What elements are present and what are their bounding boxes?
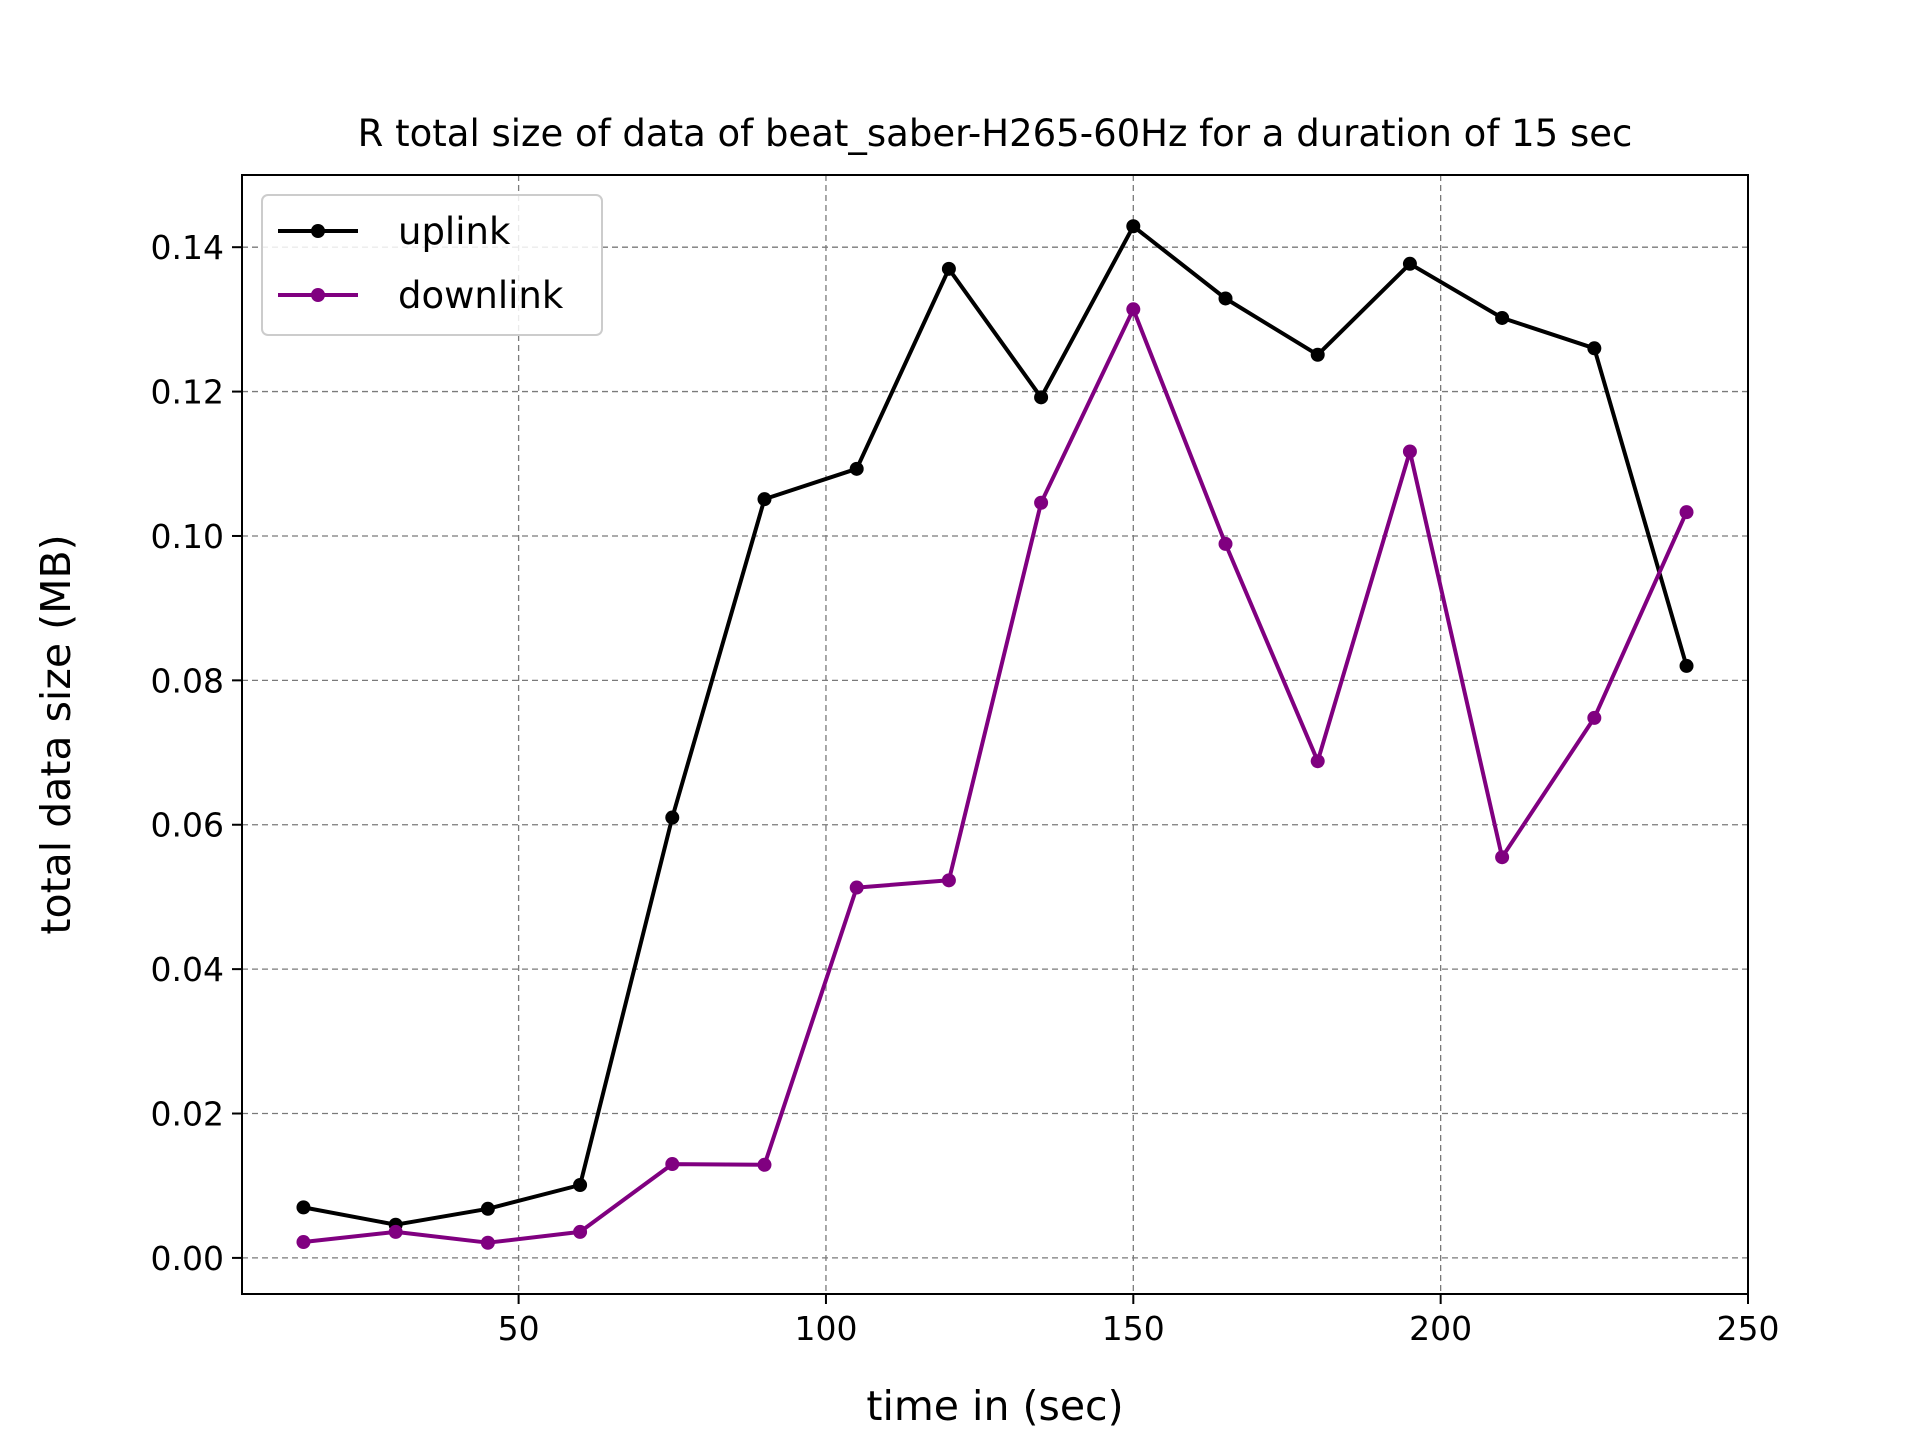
y-tick-label: 0.10 [151,517,224,556]
data-point-uplink [1126,219,1141,234]
y-tick-label: 0.14 [151,228,224,267]
y-axis-label: total data size (MB) [32,534,80,934]
grid-lines [242,175,1749,1294]
legend-item-downlink: downlink [278,274,564,317]
data-point-downlink [1126,302,1141,317]
data-point-downlink [1587,710,1602,725]
y-tick-label: 0.04 [151,950,224,989]
data-point-uplink [296,1200,311,1215]
data-point-uplink [1402,256,1417,271]
data-point-uplink [665,810,680,825]
series-downlink [296,302,1694,1250]
data-point-uplink [941,261,956,276]
data-point-downlink [573,1224,588,1239]
data-point-uplink [1495,310,1510,325]
data-point-uplink [480,1201,495,1216]
data-point-downlink [480,1235,495,1250]
data-point-downlink [388,1224,403,1239]
x-tick-label: 100 [794,1309,857,1348]
x-tick-label: 200 [1409,1309,1472,1348]
chart-title: R total size of data of beat_saber-H265-… [358,112,1633,155]
x-tick-label: 50 [498,1309,540,1348]
plot-area-frame [241,174,1749,1295]
data-point-uplink [1218,291,1233,306]
data-point-uplink [1310,347,1325,362]
x-axis-label: time in (sec) [866,1382,1123,1430]
legend-label: uplink [398,210,511,253]
series-uplink [296,219,1694,1232]
data-point-uplink [757,492,772,507]
legend-swatch-marker [311,288,325,302]
data-point-downlink [1034,495,1049,510]
data-point-downlink [849,880,864,895]
series-layer [296,219,1694,1250]
y-tick-label: 0.00 [151,1239,224,1278]
series-line-uplink [303,224,1689,1227]
y-tick-label: 0.06 [151,806,224,845]
data-point-downlink [1218,536,1233,551]
legend: uplink downlink [261,194,603,336]
legend-swatch-marker [311,224,325,238]
data-point-downlink [1679,505,1694,520]
data-point-downlink [665,1157,680,1172]
data-point-uplink [1679,658,1694,673]
y-tick-label: 0.12 [151,373,224,412]
data-point-downlink [1310,754,1325,769]
data-point-uplink [573,1177,588,1192]
x-tick-label: 150 [1102,1309,1165,1348]
data-point-downlink [1495,850,1510,865]
y-tick-label: 0.02 [151,1095,224,1134]
data-point-uplink [1034,390,1049,405]
axis-ticks: 50 100 150 200 250 0.00 0.02 0.04 0.06 0.08 0.10 0.… [151,228,1780,1348]
legend-label: downlink [398,274,564,317]
data-point-downlink [296,1235,311,1250]
data-point-downlink [941,873,956,888]
data-point-uplink [1587,341,1602,356]
data-point-downlink [757,1157,772,1172]
legend-item-uplink: uplink [278,210,511,253]
data-point-downlink [1402,444,1417,459]
series-line-downlink [303,307,1689,1245]
x-tick-label: 250 [1717,1309,1780,1348]
y-tick-label: 0.08 [151,661,224,700]
data-point-uplink [849,461,864,476]
